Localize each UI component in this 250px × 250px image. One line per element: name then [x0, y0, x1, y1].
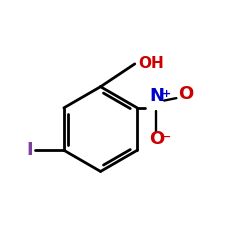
Text: −: − [162, 132, 172, 141]
Text: N: N [150, 88, 164, 106]
Text: O: O [150, 130, 165, 148]
Text: OH: OH [138, 56, 164, 72]
Text: O: O [178, 85, 193, 103]
Text: +: + [162, 89, 171, 99]
Text: I: I [26, 141, 33, 159]
